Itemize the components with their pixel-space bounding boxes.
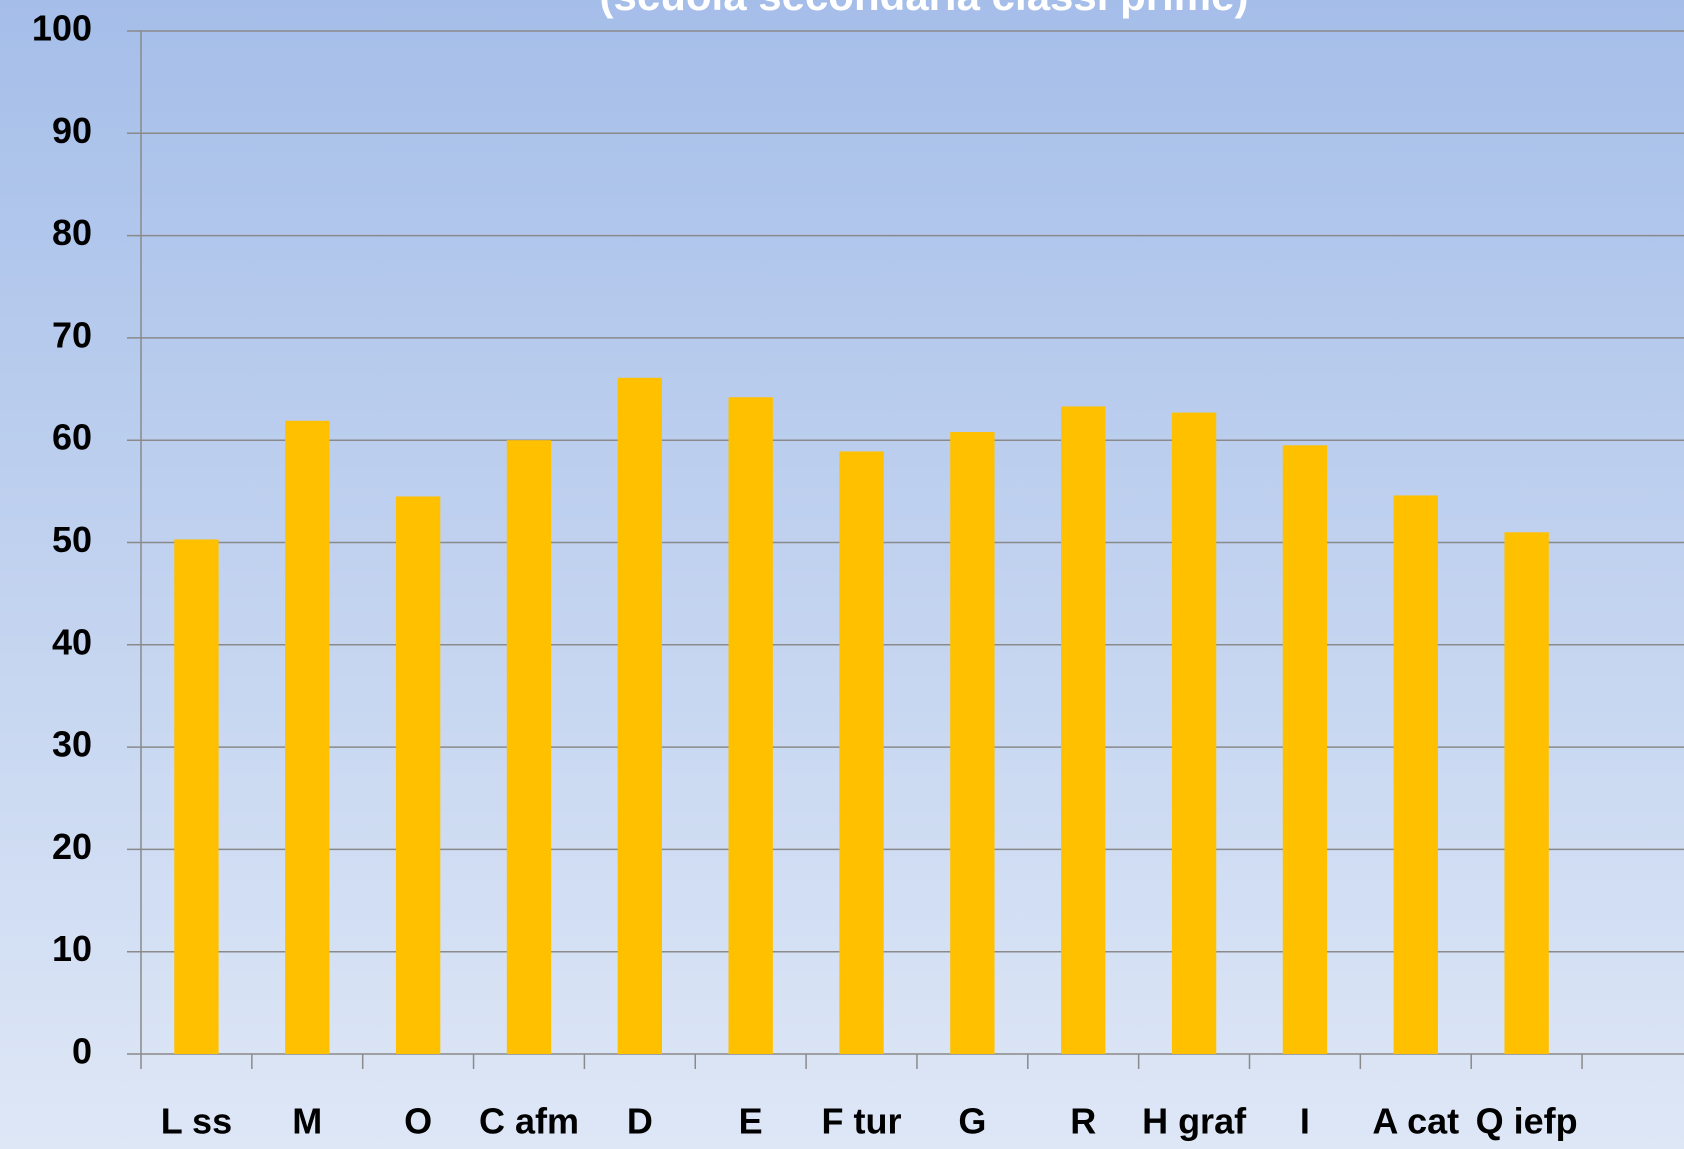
- y-tick-label: 60: [52, 417, 92, 458]
- y-tick-label: 90: [52, 110, 92, 151]
- x-tick-label: R: [1070, 1101, 1096, 1142]
- y-tick-label: 20: [52, 826, 92, 867]
- bar: [1282, 445, 1328, 1054]
- x-tick-label: C afm: [479, 1101, 579, 1142]
- y-tick-label: 50: [52, 519, 92, 560]
- bar: [506, 440, 552, 1054]
- bar: [950, 432, 995, 1054]
- x-tick-label: F tur: [822, 1101, 902, 1142]
- x-tick-label: E: [739, 1101, 763, 1142]
- x-tick-label: G: [958, 1101, 986, 1142]
- x-tick-label: Q iefp: [1476, 1101, 1578, 1142]
- y-tick-label: 0: [72, 1031, 92, 1072]
- bar: [285, 420, 330, 1054]
- x-tick-label: L ss: [161, 1101, 232, 1142]
- y-tick-label: 100: [32, 8, 92, 49]
- bar: [1504, 532, 1549, 1054]
- y-tick-label: 40: [52, 621, 92, 662]
- bar: [617, 377, 662, 1054]
- x-tick-label: I: [1300, 1101, 1310, 1142]
- bar: [1171, 412, 1217, 1055]
- bar: [395, 496, 441, 1055]
- x-tick-label: M: [292, 1101, 322, 1142]
- x-tick-label: D: [627, 1101, 653, 1142]
- x-tick-label: O: [404, 1101, 432, 1142]
- bar: [839, 451, 884, 1054]
- x-tick-label: H graf: [1142, 1101, 1247, 1142]
- bar: [1393, 495, 1438, 1054]
- x-tick-label: A cat: [1372, 1101, 1459, 1142]
- bar: [728, 397, 773, 1054]
- y-tick-label: 10: [52, 928, 92, 969]
- y-tick-label: 30: [52, 724, 92, 765]
- bar: [1061, 406, 1106, 1054]
- chart-title: (scuola secondaria classi prime): [600, 0, 1249, 19]
- y-tick-label: 70: [52, 314, 92, 355]
- bar: [174, 539, 219, 1054]
- y-tick-label: 80: [52, 212, 92, 253]
